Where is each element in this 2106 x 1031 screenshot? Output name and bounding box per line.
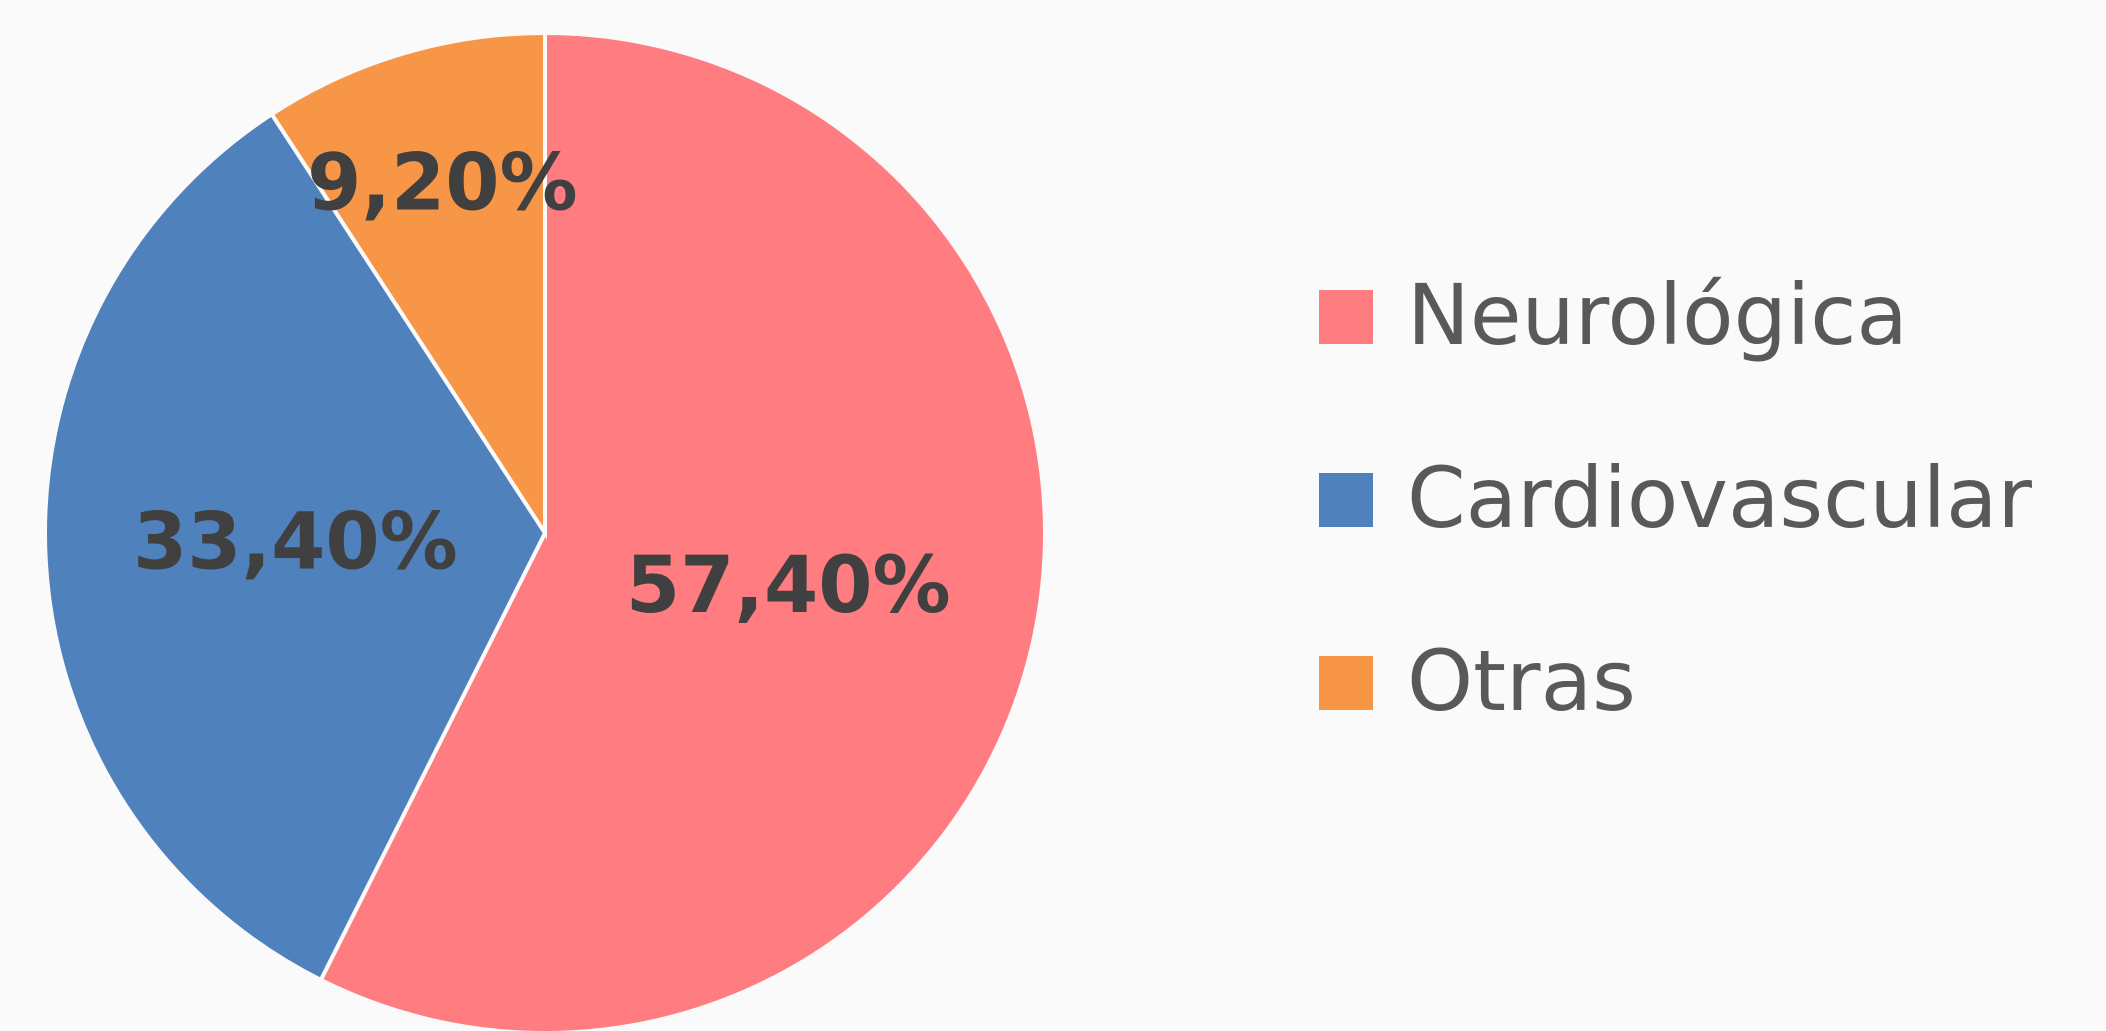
pie-slice xyxy=(269,30,547,540)
legend-label: Otras xyxy=(1407,632,1636,730)
data-label: 33,40% xyxy=(133,498,458,588)
legend-swatch xyxy=(1319,656,1373,710)
legend-label: Cardiovascular xyxy=(1407,449,2032,547)
pie-slice xyxy=(43,111,548,983)
legend-swatch xyxy=(1319,290,1373,344)
data-label: 9,20% xyxy=(307,138,578,228)
legend-label: Neurológica xyxy=(1407,266,1908,364)
pie-slice xyxy=(318,30,1047,1031)
legend-swatch xyxy=(1319,473,1373,527)
data-label: 57,40% xyxy=(626,541,951,631)
